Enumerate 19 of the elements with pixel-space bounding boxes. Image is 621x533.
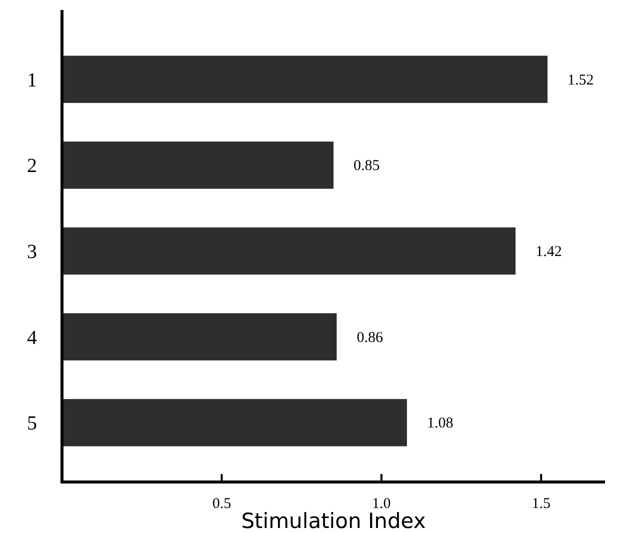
x-tick-label: 0.5 — [212, 496, 232, 512]
data-label: 0.85 — [354, 158, 380, 174]
data-label: 1.52 — [568, 72, 594, 88]
bar — [62, 142, 334, 189]
x-tick-label: 1.5 — [532, 496, 550, 512]
y-tick-label: 4 — [27, 326, 37, 349]
y-tick-label: 1 — [27, 69, 37, 92]
y-tick-label: 3 — [27, 241, 37, 263]
x-axis-title: Stimulation Index — [241, 509, 426, 533]
bar — [62, 313, 337, 360]
x-tick-label: 1.0 — [372, 496, 391, 512]
y-tick-label: 2 — [27, 155, 37, 178]
data-label: 0.86 — [356, 330, 384, 346]
bar — [62, 56, 548, 103]
bar — [62, 399, 407, 446]
y-tick-label: 5 — [27, 412, 37, 435]
data-label: 1.42 — [536, 244, 562, 260]
bar — [62, 227, 516, 275]
data-label: 1.08 — [426, 416, 454, 432]
